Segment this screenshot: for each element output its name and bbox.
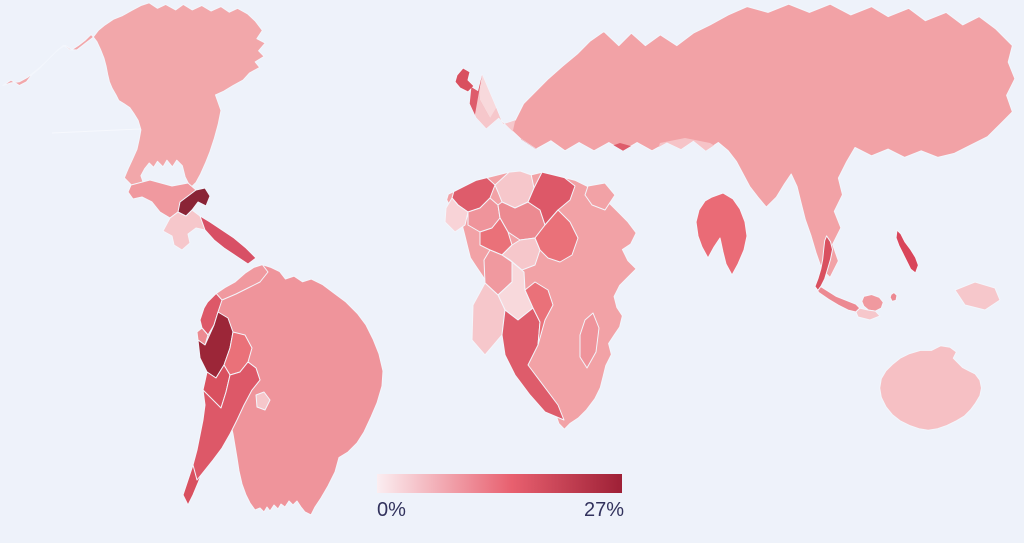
svg-text:27%: 27% (584, 499, 624, 521)
svg-text:0%: 0% (377, 499, 406, 521)
